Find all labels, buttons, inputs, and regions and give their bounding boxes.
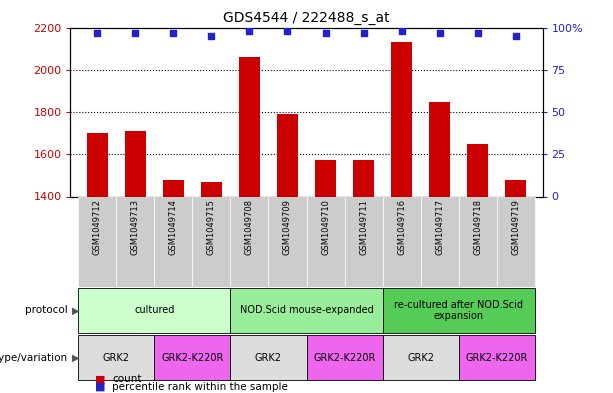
Text: GSM1049710: GSM1049710 [321,199,330,255]
Point [321,29,330,36]
Text: GRK2-K220R: GRK2-K220R [313,353,376,363]
Bar [391,42,412,196]
Bar [315,160,336,196]
Point [131,29,140,36]
Text: GRK2: GRK2 [102,353,130,363]
Text: GSM1049718: GSM1049718 [473,199,482,255]
Bar [383,288,535,333]
Bar [345,196,383,287]
Bar [383,335,459,380]
Text: NOD.Scid mouse-expanded: NOD.Scid mouse-expanded [240,305,373,316]
Text: ▶: ▶ [72,353,80,363]
Bar [124,131,146,196]
Bar [429,103,450,196]
Bar [230,335,306,380]
Text: GSM1049712: GSM1049712 [93,199,102,255]
Text: GSM1049719: GSM1049719 [511,199,520,255]
Bar [353,160,374,196]
Text: GSM1049714: GSM1049714 [169,199,178,255]
Point [283,28,292,34]
Text: count: count [112,375,142,384]
Bar [230,288,383,333]
Text: GSM1049711: GSM1049711 [359,199,368,255]
Text: genotype/variation: genotype/variation [0,353,67,363]
Bar [459,335,535,380]
Text: cultured: cultured [134,305,175,316]
Point [359,29,368,36]
Text: GSM1049716: GSM1049716 [397,199,406,255]
Text: GSM1049708: GSM1049708 [245,199,254,255]
Bar [239,57,260,196]
Bar [505,180,527,196]
Bar [78,288,230,333]
Bar [163,180,184,196]
Bar [201,182,222,196]
Text: re-cultured after NOD.Scid
expansion: re-cultured after NOD.Scid expansion [394,300,524,321]
Bar [497,196,535,287]
Bar [459,196,497,287]
Text: GSM1049713: GSM1049713 [131,199,140,255]
Bar [306,335,383,380]
Point [435,29,444,36]
Bar [78,196,116,287]
Text: ■: ■ [95,375,105,384]
Text: ▶: ▶ [72,305,80,316]
Point [245,28,254,34]
Text: GRK2-K220R: GRK2-K220R [161,353,224,363]
Bar [86,133,108,196]
Point [511,33,521,39]
Bar [78,335,154,380]
Text: GRK2: GRK2 [255,353,282,363]
Bar [116,196,154,287]
Bar [421,196,459,287]
Bar [268,196,306,287]
Title: GDS4544 / 222488_s_at: GDS4544 / 222488_s_at [223,11,390,25]
Text: ■: ■ [95,382,105,392]
Bar [467,144,489,196]
Text: GSM1049709: GSM1049709 [283,199,292,255]
Bar [383,196,421,287]
Bar [277,114,298,196]
Text: GRK2: GRK2 [407,353,434,363]
Text: GSM1049717: GSM1049717 [435,199,444,255]
Point [92,29,102,36]
Text: GRK2-K220R: GRK2-K220R [466,353,528,363]
Bar [154,335,230,380]
Bar [192,196,230,287]
Text: GSM1049715: GSM1049715 [207,199,216,255]
Bar [230,196,268,287]
Point [397,28,406,34]
Text: percentile rank within the sample: percentile rank within the sample [112,382,288,392]
Bar [306,196,345,287]
Bar [154,196,192,287]
Point [473,29,482,36]
Text: protocol: protocol [25,305,67,316]
Point [169,29,178,36]
Point [207,33,216,39]
